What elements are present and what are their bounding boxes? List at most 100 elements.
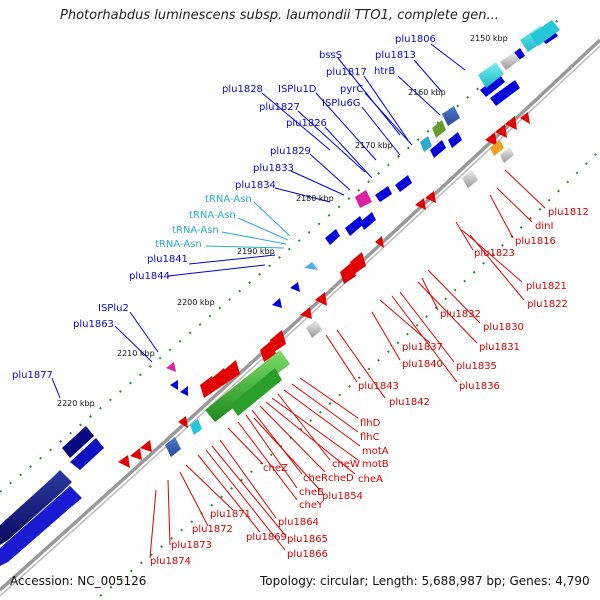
gene-feature xyxy=(300,307,312,319)
gene-feature xyxy=(140,440,152,452)
gene-label[interactable]: plu1871 xyxy=(210,509,251,520)
gene-label[interactable]: plu1812 xyxy=(548,207,589,218)
gene-label[interactable]: plu1864 xyxy=(278,517,319,528)
backbone-inner xyxy=(0,45,600,597)
gene-label[interactable]: plu1830 xyxy=(483,322,524,333)
gene-label[interactable]: plu1837 xyxy=(402,342,443,353)
tick-dots-reverse xyxy=(99,149,600,597)
gene-feature xyxy=(375,236,384,248)
gene-feature xyxy=(325,229,340,245)
gene-label[interactable]: plu1874 xyxy=(150,556,191,567)
gene-feature xyxy=(200,376,216,398)
tick-label: 2180 kbp xyxy=(296,194,334,203)
gene-label[interactable]: cheZ xyxy=(263,463,288,474)
gene-feature xyxy=(505,116,517,130)
trna-label[interactable]: tRNA-Asn xyxy=(172,225,219,236)
gene-label[interactable]: plu1841 xyxy=(147,254,188,265)
gene-label[interactable]: plu1816 xyxy=(515,236,556,247)
gene-feature xyxy=(272,298,282,308)
forward-leader-lines xyxy=(51,43,466,399)
gene-feature xyxy=(520,112,530,124)
tick-label: 2160 kbp xyxy=(408,88,446,97)
gene-label[interactable]: plu1863 xyxy=(73,319,114,330)
gene-label[interactable]: cheD xyxy=(328,473,354,484)
reverse-gene-markers xyxy=(118,112,530,468)
gene-feature xyxy=(70,438,104,470)
tick-label: 2190 kbp xyxy=(237,247,275,256)
trna-label[interactable]: tRNA-Asn xyxy=(155,239,202,250)
gene-label[interactable]: plu1836 xyxy=(459,381,500,392)
gene-feature xyxy=(425,191,436,203)
gene-label[interactable]: cheY xyxy=(299,500,324,511)
trna-leader-lines xyxy=(205,201,291,249)
trna-label[interactable]: tRNA-Asn xyxy=(205,194,252,205)
gene-label[interactable]: cheW xyxy=(332,459,360,470)
gene-label[interactable]: plu1832 xyxy=(440,309,481,320)
gene-label[interactable]: cheA xyxy=(358,474,383,485)
gene-label[interactable]: plu1821 xyxy=(526,281,567,292)
gene-label[interactable]: ISPlu6G xyxy=(322,98,361,109)
trna-label[interactable]: tRNA-Asn xyxy=(189,210,236,221)
gene-label[interactable]: plu1865 xyxy=(287,534,328,545)
gene-label[interactable]: plu1869 xyxy=(246,532,287,543)
gene-feature xyxy=(230,368,282,416)
map-title: Photorhabdus luminescens subsp. laumondi… xyxy=(60,8,499,23)
gene-label[interactable]: plu1844 xyxy=(129,271,170,282)
tick-label: 2200 kbp xyxy=(177,298,215,307)
gene-label[interactable]: ISPlu1D xyxy=(278,84,317,95)
gene-label[interactable]: cheB xyxy=(299,487,324,498)
gene-feature xyxy=(495,124,507,138)
gene-label[interactable]: motB xyxy=(362,459,389,470)
gene-feature xyxy=(415,198,426,210)
gene-feature xyxy=(430,140,446,158)
gene-label[interactable]: plu1829 xyxy=(270,146,311,157)
gene-feature xyxy=(62,426,94,458)
tick-label: 2210 kbp xyxy=(117,349,155,358)
gene-label[interactable]: flhD xyxy=(360,418,381,429)
gene-feature xyxy=(360,212,376,230)
reverse-leader-lines xyxy=(149,169,546,559)
gene-label[interactable]: plu1835 xyxy=(456,361,497,372)
gene-label[interactable]: plu1854 xyxy=(322,491,363,502)
gene-label[interactable]: plu1840 xyxy=(402,359,443,370)
gene-label[interactable]: plu1827 xyxy=(259,102,300,113)
gene-label[interactable]: flhC xyxy=(360,432,380,443)
gene-feature xyxy=(205,350,290,422)
gene-label[interactable]: plu1843 xyxy=(358,381,399,392)
gene-label[interactable]: plu1817 xyxy=(326,67,367,78)
gene-feature xyxy=(355,190,372,208)
gene-feature xyxy=(448,132,462,148)
gene-label[interactable]: pyrC xyxy=(340,84,363,95)
gene-label[interactable]: plu1831 xyxy=(479,342,520,353)
gene-feature xyxy=(432,120,446,138)
gene-feature xyxy=(270,330,286,352)
gene-label[interactable]: plu1873 xyxy=(171,540,212,551)
gene-feature xyxy=(490,80,520,106)
gene-label[interactable]: bssS xyxy=(319,50,342,61)
gene-label[interactable]: plu1872 xyxy=(192,524,233,535)
gene-label[interactable]: plu1823 xyxy=(474,248,515,259)
gene-label[interactable]: cheR xyxy=(303,473,328,484)
gene-label[interactable]: motA xyxy=(362,446,389,457)
gene-feature xyxy=(345,216,364,236)
gene-label[interactable]: plu1806 xyxy=(395,34,436,45)
gene-label[interactable]: plu1828 xyxy=(222,84,263,95)
gene-feature xyxy=(500,147,514,163)
gene-label[interactable]: htrB xyxy=(374,66,395,77)
gene-feature xyxy=(462,170,478,188)
gene-label[interactable]: plu1842 xyxy=(389,397,430,408)
gene-feature xyxy=(304,262,318,270)
gene-label[interactable]: plu1834 xyxy=(235,180,276,191)
gene-label[interactable]: ISPlu2 xyxy=(98,303,129,314)
gene-label[interactable]: plu1822 xyxy=(527,299,568,310)
gene-label[interactable]: plu1813 xyxy=(375,50,416,61)
gene-feature xyxy=(395,175,412,192)
gene-feature xyxy=(442,106,460,126)
gene-label[interactable]: plu1877 xyxy=(12,370,53,381)
gene-label[interactable]: plu1826 xyxy=(286,118,327,129)
gene-label[interactable]: dinI xyxy=(535,221,553,232)
gene-feature xyxy=(530,20,560,46)
gene-label[interactable]: plu1833 xyxy=(253,163,294,174)
gene-label[interactable]: plu1866 xyxy=(287,549,328,560)
